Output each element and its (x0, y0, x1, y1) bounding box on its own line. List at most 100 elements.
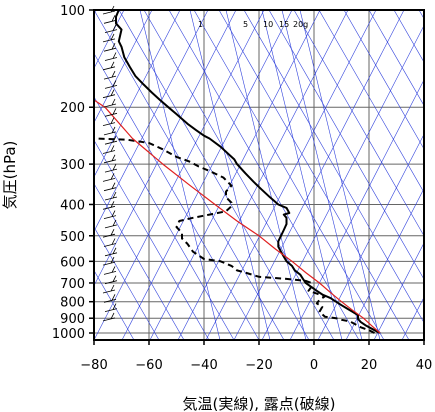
x-tick-label: 20 (361, 358, 378, 373)
mixing-ratio-label: 1 (198, 20, 203, 29)
adiabat-line (343, 10, 424, 150)
parcel-line (94, 99, 381, 334)
wind-barb (104, 52, 118, 61)
wind-barb (104, 219, 118, 229)
x-tick-label: 0 (310, 358, 318, 373)
wind-barb (102, 61, 116, 71)
temperature-gridlines (148, 10, 370, 340)
adiabat-line (94, 226, 160, 340)
mixing-ratio-line (299, 10, 381, 340)
x-tick-label: −20 (245, 358, 272, 373)
adiabat-line (393, 10, 424, 63)
wind-barb (102, 229, 116, 238)
wind-barb (103, 98, 117, 108)
wind-barb (102, 33, 116, 43)
mixing-ratio-line (225, 10, 307, 340)
wind-barb (104, 247, 118, 257)
adiabat-line (94, 96, 235, 340)
adiabat-line (94, 183, 185, 340)
wind-barb (103, 238, 117, 247)
wind-barb (102, 117, 116, 126)
x-axis-ticks: −80 −60 −40 −20 0 20 40 (80, 340, 432, 373)
isotherm-line (94, 10, 237, 287)
y-tick-label: 500 (60, 230, 85, 245)
isotherm-line (121, 10, 293, 340)
y-tick-label: 200 (60, 101, 85, 116)
mixing-ratio-label: 10 (263, 20, 273, 29)
x-tick-label: −40 (190, 358, 217, 373)
wind-barb (102, 89, 116, 99)
wind-barb (104, 191, 118, 201)
isotherm-line (261, 24, 424, 340)
mixing-ratio-line (261, 10, 343, 340)
wind-barb (103, 182, 117, 192)
dewpoint-line (94, 137, 375, 334)
mixing-ratio-label: 5 (243, 20, 248, 29)
isotherm-line (317, 133, 424, 340)
adiabat-line (94, 269, 135, 340)
isotherm-line (430, 10, 435, 340)
wind-barb (102, 312, 116, 322)
isotherm-line (205, 10, 377, 340)
wind-barbs (102, 5, 118, 322)
wind-barb (104, 136, 118, 145)
wind-barb (103, 126, 117, 136)
y-tick-label: 400 (60, 198, 85, 213)
y-tick-label: 100 (60, 4, 85, 19)
wind-barb (102, 284, 116, 294)
mixing-ratio-line (189, 10, 271, 340)
adiabat-line (318, 10, 424, 193)
mixing-ratio-line (139, 10, 221, 340)
wind-barb (103, 15, 117, 24)
wind-barb (103, 294, 117, 303)
y-tick-label: 1000 (52, 327, 85, 342)
wind-barb (104, 108, 118, 117)
isotherm-line (94, 10, 209, 232)
y-tick-label: 900 (60, 312, 85, 327)
wind-barb (103, 266, 117, 275)
isotherm-line (401, 296, 424, 340)
adiabat-line (143, 10, 335, 340)
x-tick-label: 40 (416, 358, 433, 373)
x-axis-title: 気温(実線), 露点(破線) (183, 395, 336, 412)
wind-barb (103, 210, 117, 219)
adiabat-line (368, 10, 424, 107)
adiabat-line (293, 10, 424, 237)
adiabat-line (94, 52, 260, 340)
adiabat-line (418, 10, 424, 20)
profile-lines (94, 10, 381, 334)
mixing-ratio-label: 20g (293, 20, 308, 29)
wind-barb (104, 24, 118, 33)
adiabat-line (118, 10, 310, 340)
y-tick-label: 800 (60, 296, 85, 311)
adiabat-line (94, 10, 285, 340)
wind-barb (102, 145, 116, 154)
wind-barb (104, 303, 118, 312)
isotherm-line (94, 10, 125, 69)
adiabat-line (94, 139, 210, 340)
adiabat-line (168, 10, 360, 340)
y-axis-title: 気圧(hPa) (1, 141, 19, 210)
adiabat-line (218, 10, 410, 340)
isotherm-line (373, 242, 424, 340)
x-tick-label: −80 (80, 358, 107, 373)
wind-barb (104, 80, 118, 89)
mixing-ratio-label: 15 (279, 20, 289, 29)
wind-barb (102, 201, 116, 210)
isotherm-line (94, 10, 153, 124)
isotherm-line (289, 79, 424, 340)
y-tick-label: 300 (60, 158, 85, 173)
wind-barb (102, 256, 116, 266)
adiabat-line (193, 10, 385, 340)
adiabat-line (268, 10, 424, 280)
wind-barb (103, 43, 117, 52)
isotherm-line (149, 10, 321, 340)
adiabat-line (243, 10, 424, 324)
y-tick-label: 600 (60, 255, 85, 270)
wind-barb (104, 163, 118, 173)
x-tick-label: −60 (135, 358, 162, 373)
isotherm-line (345, 187, 424, 340)
mixing-ratio-labels: 1 5 10 15 20g (198, 20, 308, 29)
